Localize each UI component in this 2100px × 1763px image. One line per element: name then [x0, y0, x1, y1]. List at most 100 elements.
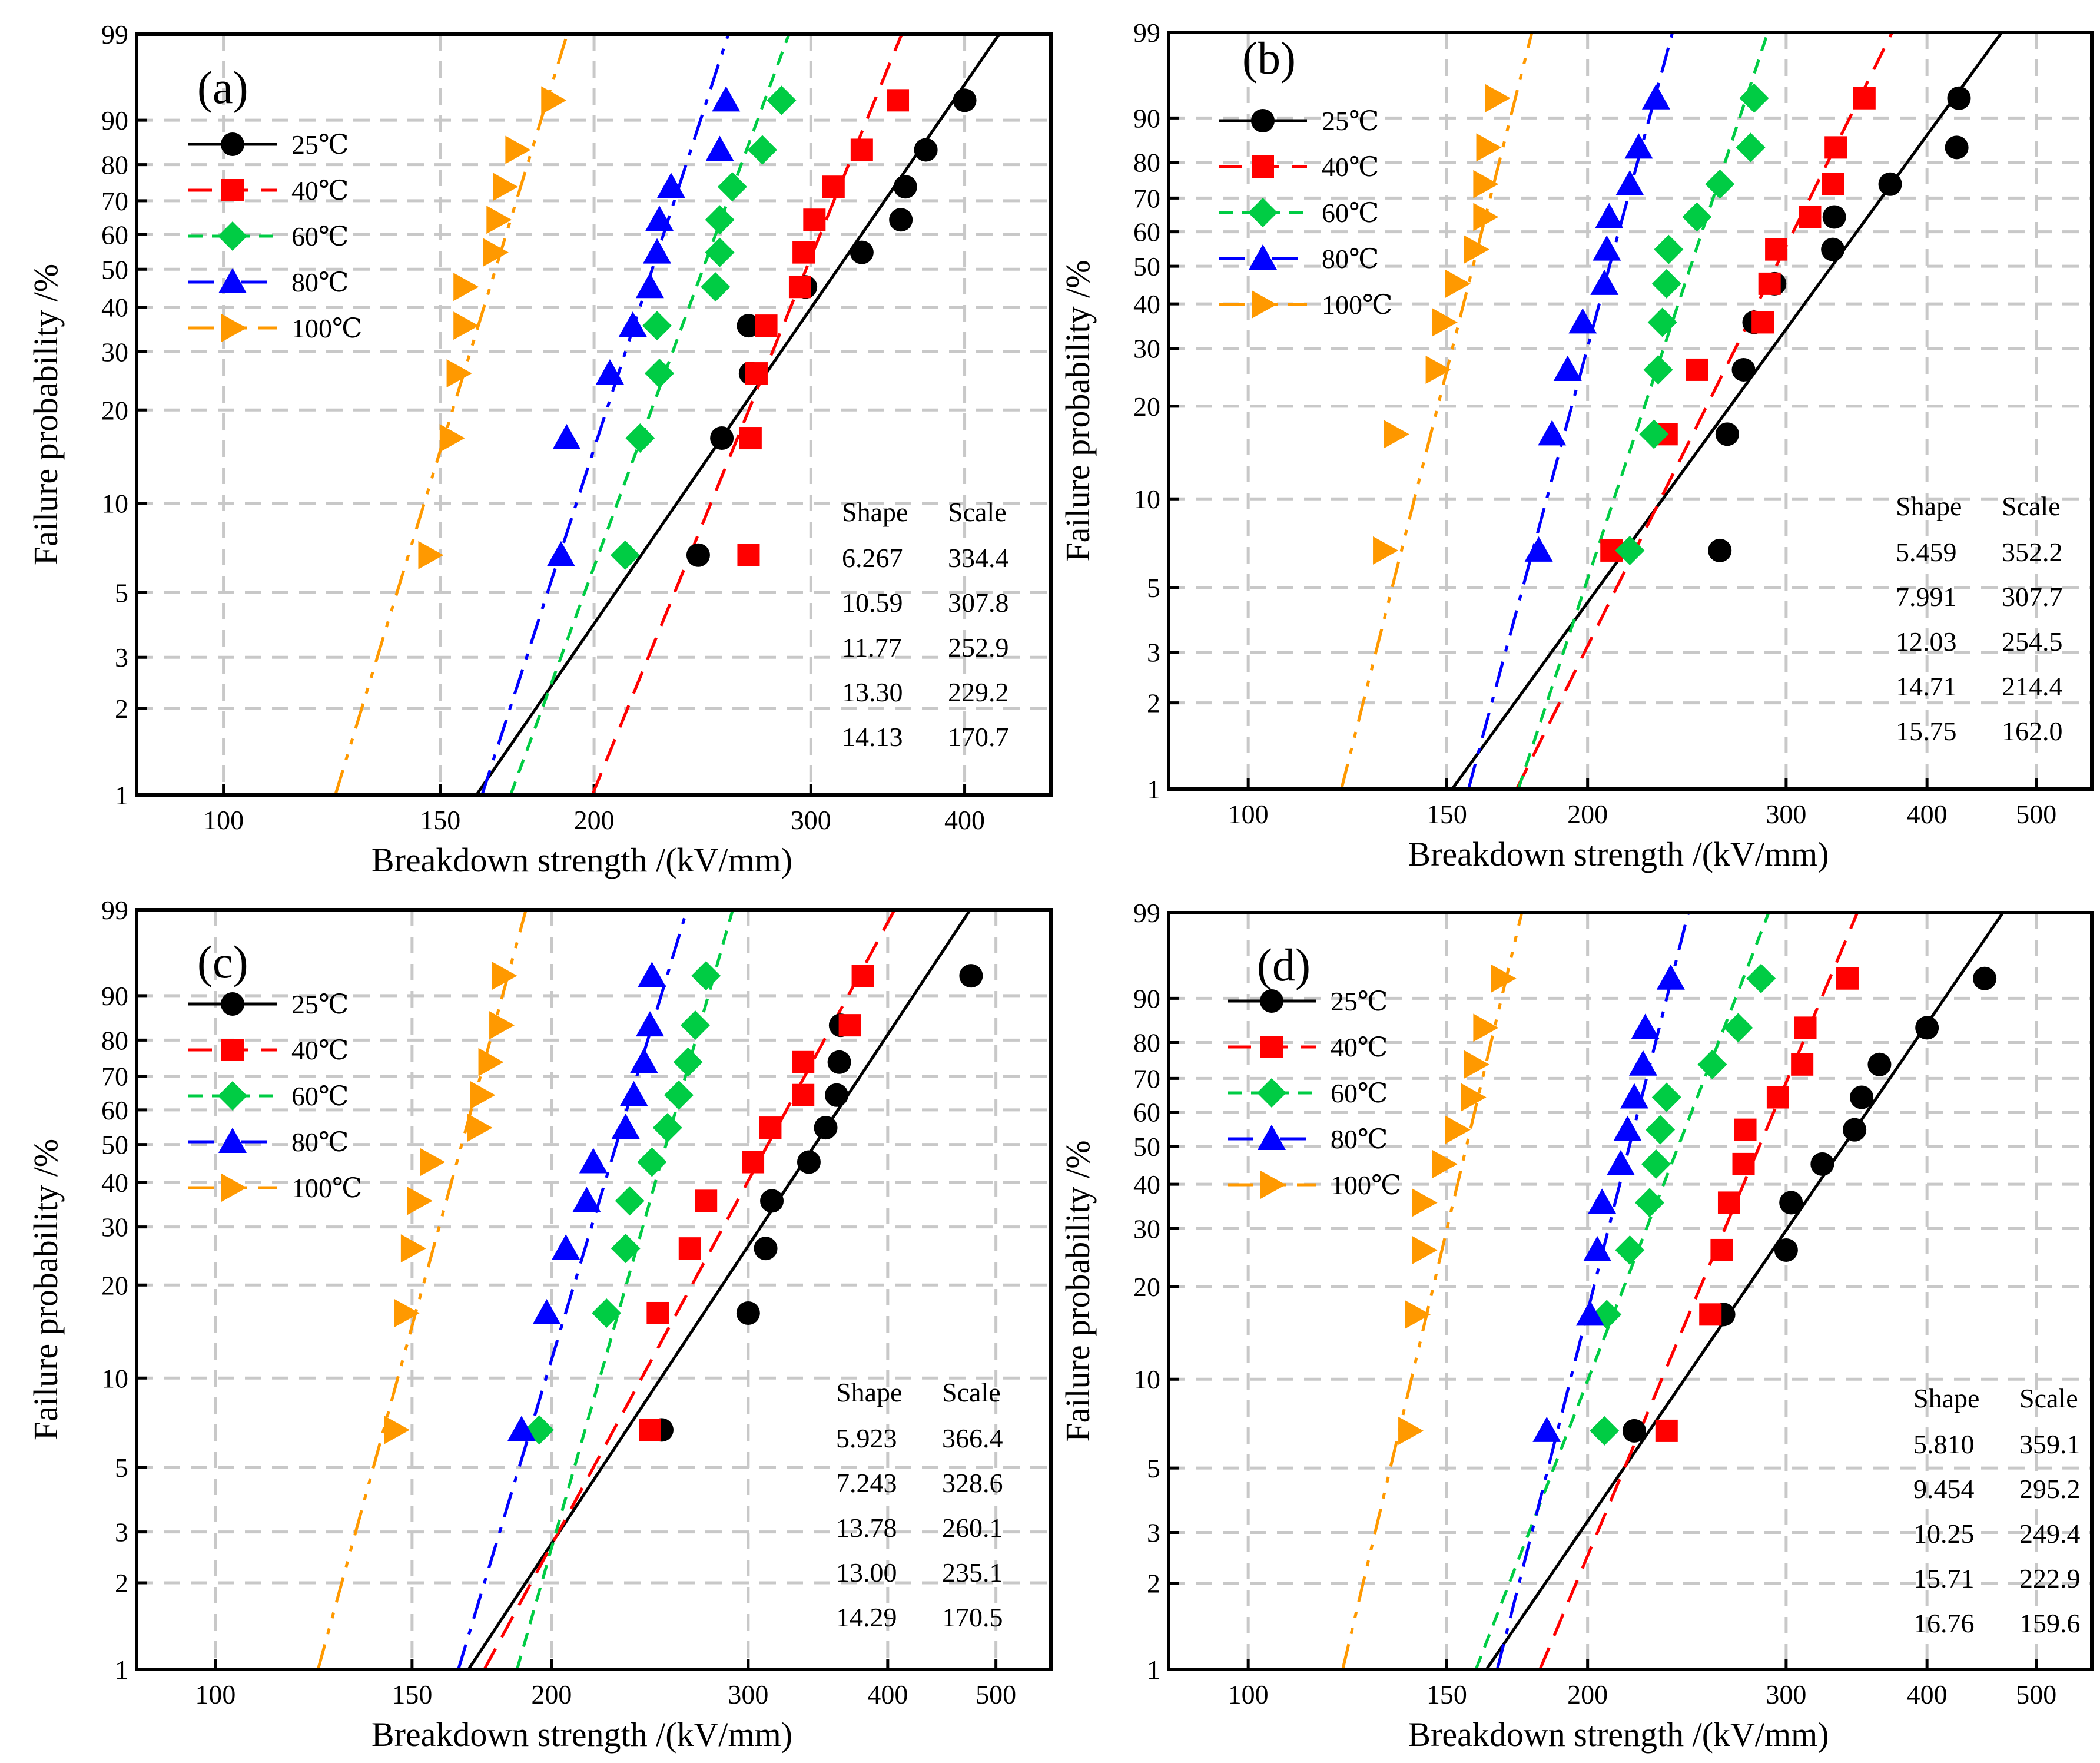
y-tick-label: 40: [1133, 289, 1160, 319]
x-tick-label: 200: [1567, 1679, 1608, 1709]
table-scale-value: 252.9: [948, 632, 1009, 662]
data-point: [1628, 1050, 1657, 1076]
table-header-shape: Shape: [1896, 491, 1962, 521]
x-axis-label: Breakdown strength /(kV/mm): [1408, 1715, 1829, 1754]
table-scale-value: 214.4: [2002, 671, 2063, 701]
x-tick-label: 100: [1228, 799, 1269, 829]
table-scale-value: 328.6: [942, 1468, 1003, 1498]
data-point: [1708, 538, 1732, 562]
x-tick-label: 300: [728, 1679, 768, 1709]
y-tick-label: 1: [1147, 1655, 1160, 1685]
fit-line: [1517, 32, 1770, 789]
data-point: [1631, 1013, 1660, 1039]
x-tick-label: 400: [867, 1679, 908, 1709]
data-point: [737, 314, 761, 338]
legend-label: 80℃: [1331, 1124, 1388, 1154]
x-tick-label: 500: [976, 1679, 1016, 1709]
fit-line: [1340, 32, 1534, 789]
legend-marker: [1260, 1171, 1286, 1199]
legend-label: 40℃: [291, 1035, 349, 1065]
data-point: [1822, 173, 1844, 195]
y-tick-label: 60: [101, 1095, 128, 1125]
table-scale-value: 229.2: [948, 677, 1009, 707]
data-point: [736, 1301, 760, 1325]
chart-panel: 100 150 200 300 400 1 2 3 5 10 20 30 40 50 60 70 80 90 99 B…: [26, 19, 1053, 879]
data-point: [1643, 354, 1673, 385]
data-point: [1634, 1188, 1664, 1218]
data-point: [1736, 132, 1766, 163]
table-shape-value: 13.78: [836, 1513, 897, 1543]
data-point: [1606, 1149, 1635, 1175]
x-tick-label: 200: [1567, 799, 1608, 829]
legend-label: 40℃: [1331, 1032, 1388, 1062]
table-shape-value: 15.71: [1913, 1563, 1975, 1593]
data-point: [1425, 355, 1451, 384]
data-point: [1476, 133, 1502, 162]
table-shape-value: 14.71: [1896, 671, 1957, 701]
y-tick-label: 80: [101, 1025, 128, 1055]
chart-panel: 100 150 200 300 400 500 1 2 3 5 10 20 30 40 50 60 70 80 90…: [26, 895, 1053, 1754]
data-point: [645, 206, 674, 231]
data-point: [691, 961, 721, 991]
y-tick-label: 3: [115, 1517, 128, 1547]
table-scale-value: 222.9: [2019, 1563, 2081, 1593]
y-tick-label: 30: [1133, 333, 1160, 363]
fit-line: [509, 34, 791, 795]
fit-line: [1451, 32, 2003, 789]
data-point: [1384, 420, 1409, 449]
data-point: [1751, 311, 1774, 334]
data-point: [851, 965, 874, 987]
data-points: [418, 85, 977, 570]
data-point: [1641, 84, 1670, 110]
data-point: [610, 540, 640, 570]
data-point: [850, 138, 873, 161]
data-point: [1774, 1238, 1798, 1262]
y-tick-label: 60: [1133, 1098, 1160, 1128]
data-point: [1779, 1191, 1803, 1215]
data-point: [792, 1083, 815, 1106]
data-point: [1758, 272, 1781, 295]
data-point: [759, 1116, 782, 1139]
y-tick-label: 70: [1133, 183, 1160, 213]
data-point: [893, 175, 917, 199]
data-point: [747, 135, 777, 165]
data-point: [1641, 1149, 1671, 1179]
data-point: [1746, 963, 1776, 993]
data-point: [467, 1114, 493, 1142]
x-axis-label: Breakdown strength /(kV/mm): [371, 841, 792, 879]
data-point: [1461, 1083, 1487, 1112]
legend-marker: [1252, 290, 1277, 319]
x-tick-label: 200: [531, 1679, 572, 1709]
fit-line: [515, 910, 734, 1669]
data-point: [1655, 1419, 1678, 1442]
fit-line: [1485, 913, 2005, 1669]
x-tick-label: 400: [944, 805, 985, 835]
plot-frame: [1167, 911, 2094, 1671]
table-shape-value: 7.243: [836, 1468, 897, 1498]
data-point: [1553, 355, 1582, 381]
fit-lines: [334, 34, 1001, 795]
data-point: [1613, 1115, 1642, 1141]
legend-label: 25℃: [291, 130, 349, 160]
data-point: [592, 1298, 622, 1328]
x-axis-label: Breakdown strength /(kV/mm): [371, 1715, 792, 1754]
table-shape-value: 16.76: [1913, 1608, 1975, 1638]
data-point: [546, 541, 575, 566]
y-tick-label: 5: [115, 578, 128, 608]
data-point: [745, 362, 768, 385]
legend-marker: [221, 1174, 247, 1202]
panel-label: (d): [1257, 939, 1311, 990]
data-point: [1405, 1300, 1431, 1329]
data-point: [1717, 1191, 1740, 1214]
data-point: [792, 241, 815, 264]
y-tick-label: 5: [115, 1453, 128, 1483]
data-point: [822, 175, 845, 198]
data-point: [552, 1234, 580, 1260]
data-point: [1464, 1050, 1489, 1079]
y-tick-label: 40: [1133, 1169, 1160, 1199]
data-point: [767, 85, 797, 115]
fit-lines: [1341, 913, 2005, 1669]
legend-label: 100℃: [1322, 290, 1392, 320]
table-header-scale: Scale: [2002, 491, 2061, 521]
data-point: [1732, 1152, 1755, 1175]
